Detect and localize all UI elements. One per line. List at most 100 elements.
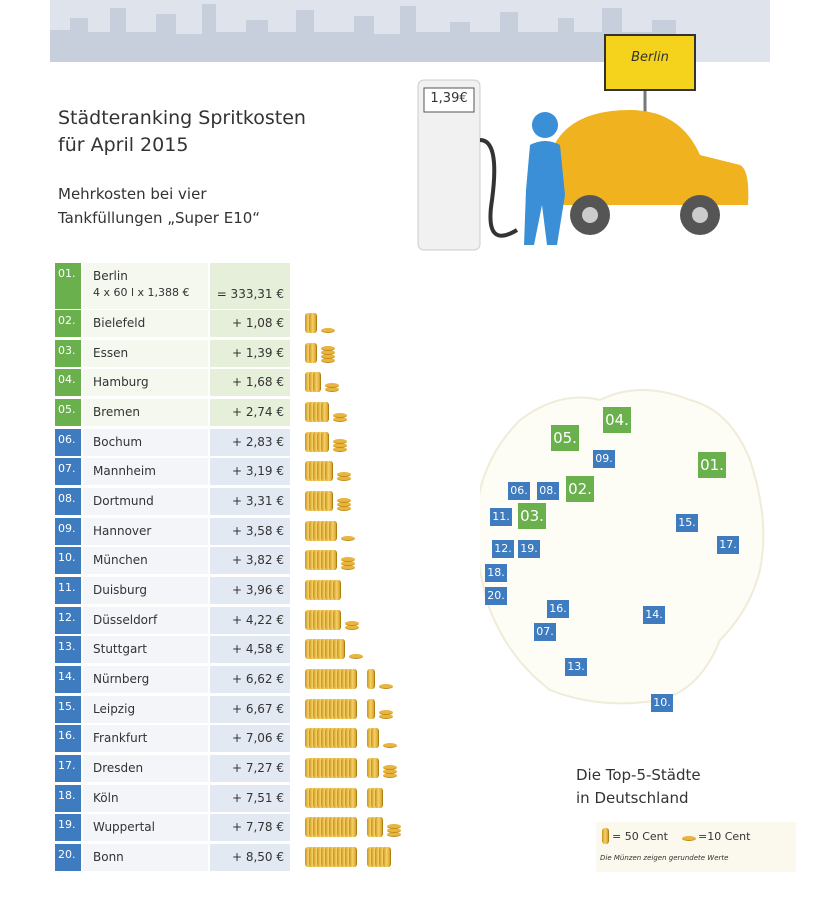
map-marker: 20. [485, 587, 507, 605]
city-label: Bochum [93, 434, 143, 449]
map-marker: 04. [603, 407, 631, 433]
rank-badge: 12. [55, 606, 81, 634]
rank-badge: 08. [55, 488, 81, 516]
legend-50-label: = 50 Cent [612, 830, 668, 843]
legend-note: Die Münzen zeigen gerundete Werte [600, 854, 729, 862]
map-marker: 15. [676, 514, 698, 532]
city-name: Bielefeld [83, 310, 208, 337]
coin-50-icon [349, 728, 357, 749]
city-name: Duisburg [83, 577, 208, 605]
legend-10-label: =10 Cent [698, 830, 751, 843]
rank-badge: 16. [55, 725, 81, 753]
coin-10-icon [341, 535, 355, 541]
city-label: Dresden [93, 761, 144, 776]
coin-10-icon [379, 713, 393, 719]
coin-50-icon [349, 698, 357, 719]
coin-50-icon [337, 639, 345, 660]
coin-10-icon [333, 442, 347, 448]
city-label: Dortmund [93, 494, 154, 509]
coin-10-icon [387, 828, 401, 834]
city-name: Bonn [83, 844, 208, 872]
berlin-sign: Berlin [631, 50, 669, 65]
extra-cost-value: + 3,31 € [210, 488, 290, 516]
extra-cost-value: + 3,82 € [210, 547, 290, 575]
city-label: Leipzig [93, 701, 136, 716]
city-label: Hamburg [93, 375, 149, 390]
coin-50-icon [367, 669, 375, 690]
title-line-1: Städteranking Spritkosten [58, 107, 306, 129]
rank-badge: 05. [55, 399, 81, 426]
coin-50-icon [349, 787, 357, 808]
coin-50-icon [329, 520, 337, 541]
city-name: München [83, 547, 208, 575]
map-marker: 17. [717, 536, 739, 554]
coin-10-icon [383, 765, 397, 771]
coin-50-icon [383, 847, 391, 868]
map-title-line-2: in Deutschland [576, 789, 689, 807]
city-label: München [93, 553, 148, 568]
coin-legend: = 50 Cent =10 Cent Die Münzen zeigen ger… [596, 822, 796, 872]
coin-10-icon [321, 345, 335, 351]
city-label: Bielefeld [93, 316, 146, 330]
city-label: Nürnberg [93, 672, 150, 687]
subtitle-line-1: Mehrkosten bei vier [58, 185, 207, 203]
map-marker: 06. [508, 482, 530, 500]
rank-badge: 19. [55, 814, 81, 842]
coin-10-icon [345, 624, 359, 630]
coin-10-icon [333, 446, 347, 452]
coin-50-icon [602, 828, 609, 844]
city-label: Frankfurt [93, 731, 148, 746]
coin-10-icon [321, 328, 335, 333]
coin-50-icon [321, 431, 329, 452]
extra-cost-value: + 4,58 € [210, 636, 290, 664]
city-name: Bremen [83, 399, 208, 426]
rank-badge: 01. [55, 263, 81, 309]
extra-cost-value: + 6,62 € [210, 666, 290, 694]
coin-50-icon [313, 372, 321, 393]
city-label: Essen [93, 345, 129, 360]
city-name: Nürnberg [83, 666, 208, 694]
map-marker: 01. [698, 452, 726, 478]
extra-cost-value: + 1,68 € [210, 369, 290, 397]
extra-cost-value: + 8,50 € [210, 844, 290, 872]
city-label: Hannover [93, 523, 152, 538]
coin-10-icon [337, 502, 351, 508]
map-marker: 16. [547, 600, 569, 618]
city-name: Frankfurt [83, 725, 208, 753]
extra-cost-value: + 3,58 € [210, 517, 290, 545]
extra-cost-value: + 1,39 € [210, 339, 290, 367]
map-marker: 14. [643, 606, 665, 624]
extra-cost-value: + 3,19 € [210, 458, 290, 486]
map-title: Die Top-5-Städte in Deutschland [576, 764, 701, 810]
coin-50-icon [349, 669, 357, 690]
coin-10-icon [383, 769, 397, 775]
map-marker: 10. [651, 694, 673, 712]
coin-50-icon [375, 817, 383, 838]
coin-10-icon [383, 743, 397, 749]
map-marker: 03. [518, 503, 546, 529]
rank-badge: 13. [55, 636, 81, 664]
subtitle-line-2: Tankfüllungen „Super E10“ [58, 209, 261, 227]
coin-50-icon [321, 402, 329, 422]
city-name: Leipzig [83, 695, 208, 723]
extra-cost-value: = 333,31 € [210, 263, 290, 309]
coin-50-icon [375, 787, 383, 808]
map-title-line-1: Die Top-5-Städte [576, 766, 701, 784]
map-marker: 02. [566, 476, 594, 502]
coin-10-icon [333, 413, 347, 418]
city-label: Bremen [93, 405, 140, 419]
city-name: Dortmund [83, 488, 208, 516]
coin-10-icon [321, 357, 335, 363]
rank-badge: 07. [55, 458, 81, 486]
map-marker: 09. [593, 450, 615, 468]
coin-50-icon [329, 550, 337, 571]
coin-10-icon [341, 557, 355, 563]
coin-10-icon [337, 472, 351, 478]
city-label: Düsseldorf [93, 612, 158, 627]
map-marker: 13. [565, 658, 587, 676]
map-marker: 05. [551, 425, 579, 451]
coin-50-icon [309, 342, 317, 363]
extra-cost-value: + 1,08 € [210, 310, 290, 337]
city-label: Mannheim [93, 464, 156, 479]
rank-badge: 20. [55, 844, 81, 872]
